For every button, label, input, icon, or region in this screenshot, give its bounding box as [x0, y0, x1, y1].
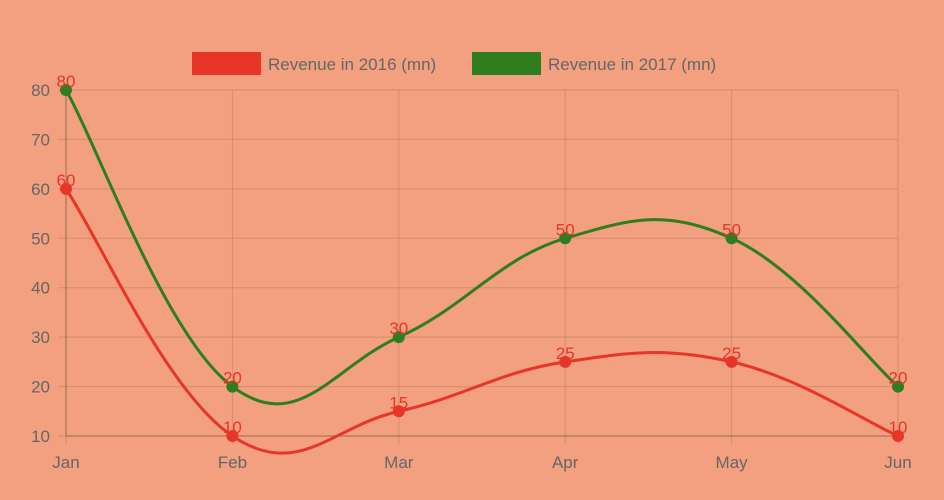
- axes: 10 20 30 40 50 60 70 80 Jan Feb Mar Apr May Jun: [31, 81, 912, 472]
- data-point[interactable]: [892, 430, 904, 442]
- data-point[interactable]: [60, 84, 72, 96]
- data-point[interactable]: [559, 355, 572, 368]
- data-label: 30: [389, 319, 408, 338]
- data-label: 50: [722, 220, 741, 239]
- legend-label: Revenue in 2017 (mn): [548, 55, 716, 74]
- data-point[interactable]: [392, 405, 405, 418]
- data-label: 10: [223, 418, 242, 437]
- legend[interactable]: Revenue in 2016 (mn) Revenue in 2017 (mn): [192, 52, 716, 75]
- data-label: 25: [556, 344, 575, 363]
- data-point[interactable]: [60, 182, 72, 195]
- y-tick-label: 30: [31, 328, 50, 347]
- data-point[interactable]: [892, 380, 904, 393]
- x-tick-label: May: [716, 453, 749, 472]
- data-point[interactable]: [725, 232, 738, 245]
- data-label: 80: [57, 72, 76, 91]
- series-layer: [60, 84, 904, 455]
- legend-swatch: [472, 52, 541, 75]
- y-tick-label: 60: [31, 180, 50, 199]
- data-point[interactable]: [725, 355, 738, 368]
- series-line-0: [64, 188, 899, 455]
- data-label: 15: [389, 393, 408, 412]
- data-point[interactable]: [226, 380, 239, 393]
- y-tick-label: 20: [31, 378, 50, 397]
- data-labels: 60 10 15 25 25 10 80 20 30 50 50 20: [57, 72, 908, 437]
- y-tick-label: 70: [31, 130, 50, 149]
- x-tick-label: Feb: [218, 453, 247, 472]
- data-label: 20: [889, 369, 908, 388]
- data-label: 20: [223, 369, 242, 388]
- legend-item[interactable]: Revenue in 2017 (mn): [472, 52, 716, 75]
- x-tick-label: Apr: [552, 453, 579, 472]
- data-label: 50: [556, 220, 575, 239]
- legend-label: Revenue in 2016 (mn): [268, 55, 436, 74]
- y-tick-label: 50: [31, 229, 50, 248]
- y-tick-label: 40: [31, 279, 50, 298]
- x-tick-label: Jan: [52, 453, 79, 472]
- x-tick-label: Jun: [884, 453, 911, 472]
- data-point[interactable]: [392, 331, 405, 344]
- legend-swatch: [192, 52, 261, 75]
- y-tick-label: 80: [31, 81, 50, 100]
- data-point[interactable]: [226, 430, 239, 442]
- series-line-1: [64, 89, 899, 406]
- data-label: 60: [57, 171, 76, 190]
- data-point[interactable]: [559, 232, 572, 245]
- y-tick-label: 10: [31, 427, 50, 446]
- x-tick-label: Mar: [384, 453, 414, 472]
- legend-item[interactable]: Revenue in 2016 (mn): [192, 52, 436, 75]
- data-label: 25: [722, 344, 741, 363]
- grid: [58, 89, 899, 444]
- data-label: 10: [889, 418, 908, 437]
